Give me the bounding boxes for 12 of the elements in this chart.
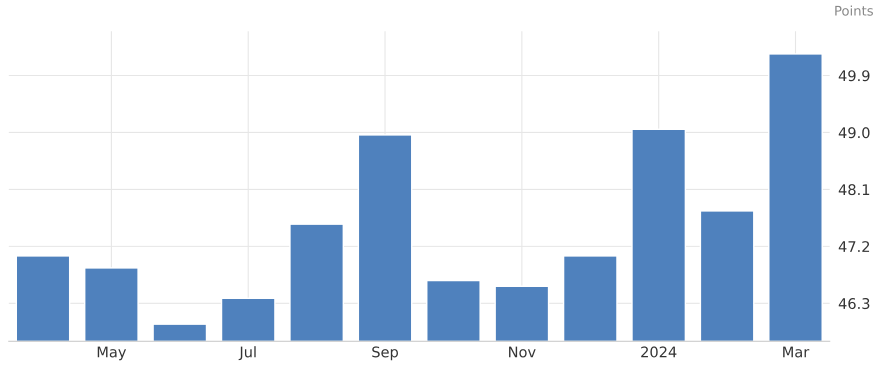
y-tick-label: 48.1 xyxy=(838,184,870,196)
y-tick-label: 49.0 xyxy=(838,127,870,138)
x-tick-label: Mar xyxy=(783,346,810,358)
x-tick-label: Sep xyxy=(372,346,398,360)
y-tick-label: 46.3 xyxy=(838,298,870,310)
y-axis-title: Points xyxy=(835,6,873,16)
x-tick-label: May xyxy=(98,346,126,360)
x-tick-label: 2024 xyxy=(641,346,676,358)
y-tick-label: 49.9 xyxy=(838,70,870,82)
x-tick-label: Nov xyxy=(509,346,536,358)
x-tick-label: Jul xyxy=(238,346,256,360)
y-tick-label: 47.2 xyxy=(838,241,870,252)
